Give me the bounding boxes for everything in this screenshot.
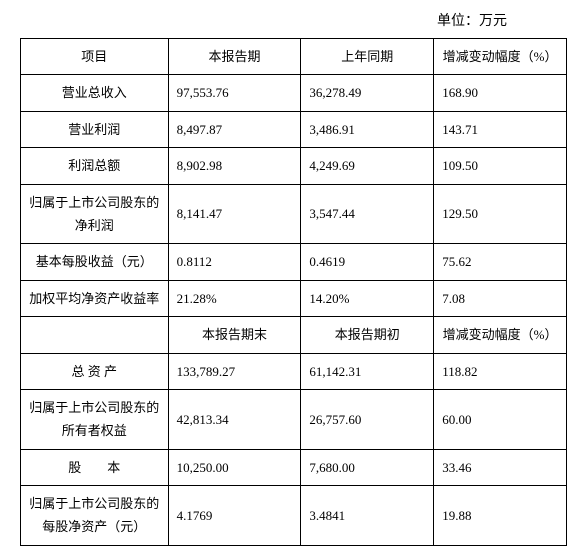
value-cell: 118.82 [434,353,567,389]
value-cell: 7,680.00 [301,449,434,485]
table-row: 归属于上市公司股东的净利润8,141.473,547.44129.50 [21,184,567,244]
table-header-row: 本报告期末本报告期初增减变动幅度（%） [21,317,567,353]
value-cell: 0.4619 [301,244,434,280]
item-cell: 加权平均净资产收益率 [21,280,169,316]
column-header: 本报告期 [168,39,301,75]
value-cell: 8,141.47 [168,184,301,244]
item-cell: 归属于上市公司股东的每股净资产（元） [21,486,169,546]
item-cell: 总 资 产 [21,353,169,389]
column-header: 增减变动幅度（%） [434,39,567,75]
value-cell: 4.1769 [168,486,301,546]
value-cell: 8,902.98 [168,148,301,184]
column-header: 本报告期末 [168,317,301,353]
table-row: 总 资 产133,789.2761,142.31118.82 [21,353,567,389]
table-row: 营业利润8,497.873,486.91143.71 [21,111,567,147]
value-cell: 133,789.27 [168,353,301,389]
column-header: 增减变动幅度（%） [434,317,567,353]
value-cell: 4,249.69 [301,148,434,184]
value-cell: 21.28% [168,280,301,316]
value-cell: 33.46 [434,449,567,485]
table-header-row: 项目本报告期上年同期增减变动幅度（%） [21,39,567,75]
table-row: 归属于上市公司股东的所有者权益42,813.3426,757.6060.00 [21,389,567,449]
value-cell: 0.8112 [168,244,301,280]
item-cell: 基本每股收益（元） [21,244,169,280]
table-row: 营业总收入97,553.7636,278.49168.90 [21,75,567,111]
value-cell: 19.88 [434,486,567,546]
item-cell: 营业总收入 [21,75,169,111]
table-row: 利润总额8,902.984,249.69109.50 [21,148,567,184]
column-header: 本报告期初 [301,317,434,353]
table-row: 加权平均净资产收益率21.28%14.20%7.08 [21,280,567,316]
column-header: 项目 [21,39,169,75]
value-cell: 3,486.91 [301,111,434,147]
value-cell: 75.62 [434,244,567,280]
value-cell: 61,142.31 [301,353,434,389]
value-cell: 143.71 [434,111,567,147]
unit-label: 单位：万元 [20,10,567,30]
value-cell: 26,757.60 [301,389,434,449]
item-cell: 归属于上市公司股东的净利润 [21,184,169,244]
item-cell: 利润总额 [21,148,169,184]
item-cell: 营业利润 [21,111,169,147]
value-cell: 168.90 [434,75,567,111]
column-header: 上年同期 [301,39,434,75]
value-cell: 8,497.87 [168,111,301,147]
item-cell: 归属于上市公司股东的所有者权益 [21,389,169,449]
value-cell: 60.00 [434,389,567,449]
value-cell: 109.50 [434,148,567,184]
value-cell: 7.08 [434,280,567,316]
table-row: 基本每股收益（元）0.81120.461975.62 [21,244,567,280]
value-cell: 10,250.00 [168,449,301,485]
column-header [21,317,169,353]
value-cell: 36,278.49 [301,75,434,111]
value-cell: 129.50 [434,184,567,244]
value-cell: 97,553.76 [168,75,301,111]
financial-table: 项目本报告期上年同期增减变动幅度（%）营业总收入97,553.7636,278.… [20,38,567,546]
item-cell: 股 本 [21,449,169,485]
table-row: 股 本10,250.007,680.0033.46 [21,449,567,485]
value-cell: 3,547.44 [301,184,434,244]
value-cell: 14.20% [301,280,434,316]
value-cell: 3.4841 [301,486,434,546]
value-cell: 42,813.34 [168,389,301,449]
table-row: 归属于上市公司股东的每股净资产（元）4.17693.484119.88 [21,486,567,546]
